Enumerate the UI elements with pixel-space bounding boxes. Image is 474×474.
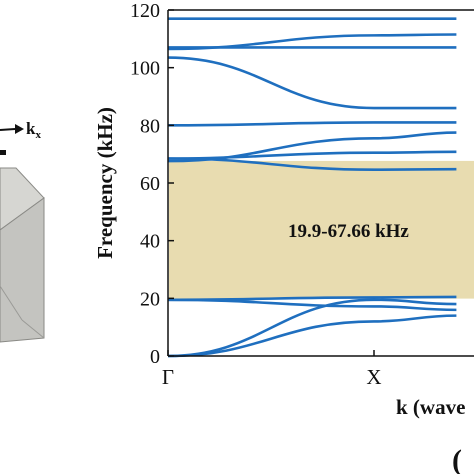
band-curve-1 <box>167 314 457 358</box>
y-tick-label: 0 <box>150 346 160 368</box>
y-tick-label: 60 <box>140 173 160 195</box>
unit-cell-panel: kx <box>0 119 45 343</box>
kx-label: kx <box>26 119 41 141</box>
panel-letter: ( <box>452 444 462 474</box>
band-curve-9 <box>167 56 457 110</box>
x-tick-label: X <box>366 365 381 389</box>
kx-main: k <box>26 119 36 138</box>
cropped-mark <box>0 150 6 155</box>
x-axis-label: k (wave <box>396 395 465 419</box>
y-axis-label: Frequency (kHz) <box>93 107 117 259</box>
y-axis-ticks: 0 20 40 60 80 100 120 <box>130 0 174 368</box>
band-curve-7 <box>167 157 457 172</box>
cube-hidden-edge <box>0 285 23 321</box>
kx-arrow-head <box>15 124 24 134</box>
y-tick-label: 120 <box>130 0 160 22</box>
kx-arrow-shaft <box>0 128 16 131</box>
dispersion-curves <box>167 17 457 358</box>
band-gap-region <box>169 160 474 299</box>
y-tick-label: 100 <box>130 58 160 80</box>
kx-subscript: x <box>35 129 41 141</box>
band-curve-6 <box>167 150 457 160</box>
band-curve-8 <box>167 121 457 127</box>
band-gap-label: 19.9-67.66 kHz <box>288 221 409 242</box>
y-tick-label: 40 <box>140 231 160 253</box>
band-curve-2 <box>167 298 457 358</box>
band-curve-3 <box>167 298 457 312</box>
y-tick-label: 20 <box>140 288 160 310</box>
x-tick-label: Γ <box>162 365 174 389</box>
band-curve-4 <box>167 295 457 302</box>
cube-hidden-edge-2 <box>21 319 45 339</box>
y-tick-label: 80 <box>140 115 160 137</box>
